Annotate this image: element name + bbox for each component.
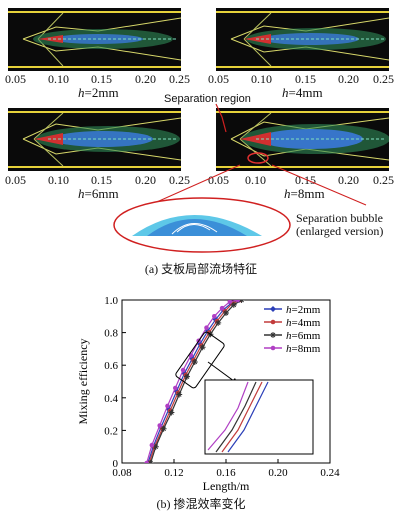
data-point bbox=[227, 300, 233, 304]
y-axis-label: Mixing efficiency bbox=[76, 338, 90, 424]
data-point bbox=[165, 403, 170, 409]
data-point bbox=[160, 425, 167, 432]
flow-panel-h4 bbox=[216, 8, 389, 71]
tick-label: 0.25 bbox=[169, 173, 190, 187]
flow-panel-h8 bbox=[216, 108, 389, 171]
inset-series-group bbox=[207, 381, 269, 453]
tick-label: 0.20 bbox=[135, 72, 156, 86]
data-point bbox=[212, 314, 217, 319]
legend-var: h bbox=[286, 317, 292, 329]
zoom-box bbox=[175, 331, 225, 389]
tick-label: 0.25 bbox=[373, 72, 394, 86]
series-group bbox=[144, 300, 245, 463]
x-tick-label: 0.24 bbox=[320, 467, 340, 479]
y-tick-label: 0 bbox=[113, 458, 119, 470]
tick-label: 0.10 bbox=[245, 173, 266, 187]
legend-label: h=2mm bbox=[286, 304, 321, 316]
annotation-arrows bbox=[149, 103, 367, 206]
tick-label: 0.10 bbox=[48, 72, 69, 86]
flow-contour-image bbox=[8, 108, 181, 171]
inset-line bbox=[221, 381, 263, 453]
tick-label: 0.15 bbox=[91, 173, 112, 187]
panel-label-h4: h=4mm bbox=[282, 85, 323, 100]
y-tick-label: 1.0 bbox=[104, 295, 118, 307]
x-tick-label: 0.08 bbox=[112, 467, 132, 479]
data-point bbox=[219, 305, 225, 311]
data-point bbox=[223, 310, 229, 317]
inset-line bbox=[207, 381, 249, 451]
y-tick-label: 0.2 bbox=[104, 425, 118, 437]
legend-label: h=6mm bbox=[286, 330, 321, 342]
data-point bbox=[199, 344, 206, 351]
data-point bbox=[144, 460, 149, 463]
data-point bbox=[149, 442, 155, 448]
legend-label: h=8mm bbox=[286, 343, 321, 355]
tick-label: 0.05 bbox=[5, 72, 26, 86]
caption-a: (a) 支板局部流场特征 bbox=[144, 262, 258, 276]
legend-var: h bbox=[286, 304, 292, 316]
separation-region-label: Separation region bbox=[164, 93, 251, 105]
x-axis-label: Length/m bbox=[203, 479, 250, 493]
tick-label: 0.10 bbox=[48, 173, 69, 187]
legend-value: =6mm bbox=[292, 330, 321, 342]
legend-value: =2mm bbox=[292, 304, 321, 316]
data-point bbox=[215, 319, 222, 326]
data-point bbox=[173, 385, 178, 391]
tick-label: 0.20 bbox=[135, 173, 156, 187]
data-point bbox=[184, 373, 190, 380]
tick-label: 0.20 bbox=[338, 72, 359, 86]
tick-label: 0.05 bbox=[208, 72, 229, 86]
y-tick-label: 0.4 bbox=[104, 393, 118, 405]
panel-label-h2: h=2mm bbox=[78, 85, 119, 100]
inset-line bbox=[227, 381, 269, 453]
legend-var: h bbox=[286, 330, 292, 342]
data-point bbox=[191, 358, 198, 365]
data-point bbox=[270, 345, 276, 351]
flow-contour-image bbox=[8, 8, 181, 71]
flow-contour-image bbox=[216, 108, 389, 171]
data-point bbox=[168, 409, 175, 416]
x-tick-label: 0.16 bbox=[216, 467, 236, 479]
data-point bbox=[270, 319, 276, 325]
data-point bbox=[157, 423, 162, 428]
y-tick-label: 0.6 bbox=[104, 360, 118, 372]
tick-label: 0.15 bbox=[91, 72, 112, 86]
tick-label: 0.25 bbox=[169, 72, 190, 86]
legend-value: =8mm bbox=[292, 343, 321, 355]
data-point bbox=[235, 300, 240, 303]
flow-panel-h2 bbox=[8, 8, 181, 71]
x-tick-label: 0.12 bbox=[164, 467, 183, 479]
separation-bubble-image bbox=[113, 197, 291, 253]
enlarged-version-label: (enlarged version) bbox=[296, 224, 384, 238]
legend-var: h bbox=[286, 343, 292, 355]
y-tick-label: 0.8 bbox=[104, 328, 118, 340]
tick-label: 0.15 bbox=[295, 72, 316, 86]
legend-label: h=4mm bbox=[286, 317, 321, 329]
inset-line bbox=[215, 381, 257, 453]
caption-b: (b) 掺混效率变化 bbox=[156, 497, 246, 511]
data-point bbox=[176, 391, 183, 398]
data-point bbox=[204, 325, 209, 331]
mixing-efficiency-chart: 0.08 0.12 0.16 0.20 0.24 0 0.2 0.4 0.6 0.8 1.0 Leng… bbox=[76, 295, 340, 493]
separation-bubble-label: Separation bubble bbox=[296, 211, 383, 225]
tick-label: 0.25 bbox=[373, 173, 394, 187]
data-point bbox=[270, 332, 276, 338]
tick-label: 0.05 bbox=[5, 173, 26, 187]
data-point bbox=[270, 306, 276, 312]
tick-label: 0.20 bbox=[338, 173, 359, 187]
legend-value: =4mm bbox=[292, 317, 321, 329]
tick-label: 0.10 bbox=[251, 72, 272, 86]
x-tick-label: 0.20 bbox=[268, 467, 288, 479]
panel-label-h8: h=8mm bbox=[284, 186, 325, 201]
data-point bbox=[152, 443, 159, 450]
data-point bbox=[180, 367, 186, 373]
flow-panel-h6 bbox=[8, 108, 181, 171]
data-point bbox=[230, 301, 237, 308]
panel-label-h6: h=6mm bbox=[78, 186, 119, 201]
flow-contour-image bbox=[216, 8, 389, 71]
inset-frame bbox=[204, 379, 314, 455]
